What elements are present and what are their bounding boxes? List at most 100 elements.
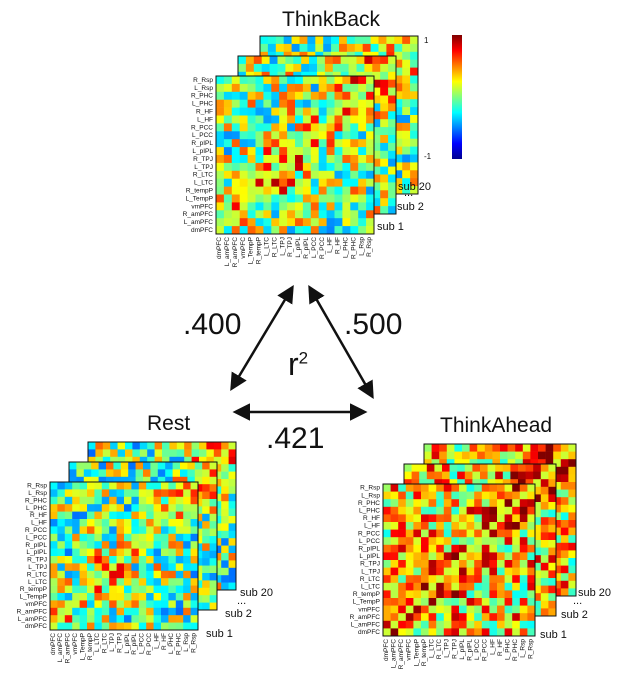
matrix-cell xyxy=(318,155,327,164)
y-tick-label: vmPFC xyxy=(358,606,380,613)
matrix-cell xyxy=(202,513,210,522)
x-tick-label: R_pIPL xyxy=(303,237,310,259)
matrix-cell xyxy=(358,115,367,124)
matrix-cell xyxy=(146,541,154,549)
matrix-cell xyxy=(405,567,414,576)
matrix-cell xyxy=(334,91,343,100)
matrix-cell xyxy=(474,598,483,606)
matrix-cell xyxy=(366,210,375,219)
matrix-cell xyxy=(146,526,154,535)
matrix-cell xyxy=(138,482,147,490)
x-tick-label: R_TPJ xyxy=(116,633,123,653)
matrix-cell xyxy=(342,162,351,172)
matrix-cell xyxy=(372,206,381,215)
matrix-cell xyxy=(527,537,536,546)
matrix-cell xyxy=(477,444,486,452)
matrix-cell xyxy=(116,541,125,549)
matrix-cell xyxy=(553,542,562,551)
matrix-cell xyxy=(553,527,562,536)
matrix-cell xyxy=(231,131,240,140)
matrix-cell xyxy=(518,464,526,472)
matrix-cell xyxy=(390,537,399,546)
matrix-cell xyxy=(271,76,280,85)
matrix-cell xyxy=(161,607,169,616)
matrix-cell xyxy=(190,482,199,490)
matrix-cell xyxy=(223,139,233,148)
matrix-cell xyxy=(216,210,225,219)
matrix-cell xyxy=(228,545,237,554)
matrix-cell xyxy=(183,585,191,594)
matrix-cell xyxy=(116,526,125,535)
matrix-cell xyxy=(190,541,199,549)
matrix-cell xyxy=(88,449,96,458)
matrix-cell xyxy=(87,585,95,594)
matrix-cell xyxy=(331,36,340,45)
matrix-cell xyxy=(326,155,335,164)
matrix-cell xyxy=(202,565,210,574)
matrix-cell xyxy=(436,590,445,599)
matrix-cell xyxy=(213,442,222,450)
matrix-cell xyxy=(443,620,452,629)
x-tick-label: L_LTC xyxy=(264,237,271,256)
matrix-cell xyxy=(560,482,569,490)
matrix-cell xyxy=(228,479,237,487)
matrix-cell xyxy=(334,147,343,156)
matrix-cell xyxy=(57,519,66,527)
matrix-cell xyxy=(228,501,237,509)
matrix-cell xyxy=(109,570,117,579)
matrix-cell xyxy=(64,593,73,601)
y-tick-label: R_LTC xyxy=(193,172,213,179)
matrix-cell xyxy=(402,43,411,53)
matrix-cell xyxy=(165,469,173,478)
matrix-cell xyxy=(175,578,184,586)
matrix-cell xyxy=(228,464,237,472)
matrix-cell xyxy=(190,533,199,542)
matrix-cell xyxy=(318,91,327,100)
y-tick-label: L_PCC xyxy=(192,132,213,139)
matrix-cell xyxy=(247,91,256,100)
matrix-cell xyxy=(228,493,237,502)
matrix-cell xyxy=(116,563,125,572)
matrix-cell xyxy=(293,56,302,65)
matrix-cell xyxy=(310,83,319,93)
matrix-cell xyxy=(255,170,264,179)
matrix-cell xyxy=(101,622,110,631)
matrix-cell xyxy=(279,91,288,100)
matrix-cell xyxy=(424,451,432,460)
matrix-cell xyxy=(216,76,225,85)
matrix-cell xyxy=(94,489,103,498)
y-tick-label: R_PCC xyxy=(191,124,213,131)
matrix-cell xyxy=(87,511,95,520)
x-tick-label: R_HF xyxy=(497,639,504,656)
matrix-cell xyxy=(194,528,203,537)
matrix-cell xyxy=(315,36,324,45)
matrix-cell xyxy=(175,615,184,623)
matrix-cell xyxy=(168,526,177,535)
matrix-cell xyxy=(57,600,66,609)
matrix-cell xyxy=(64,533,73,542)
matrix-cell xyxy=(466,529,475,538)
matrix-cell xyxy=(221,516,229,524)
matrix-cell xyxy=(302,83,312,93)
matrix-cell xyxy=(138,548,147,557)
matrix-border xyxy=(215,75,375,235)
stack-label: ... xyxy=(573,595,582,607)
matrix-cell xyxy=(101,548,110,557)
matrix-cell xyxy=(157,469,166,478)
matrix-cell xyxy=(101,570,110,579)
matrix-cell xyxy=(94,600,103,609)
matrix-cell xyxy=(394,154,403,163)
matrix-cell xyxy=(310,155,319,164)
matrix-cell xyxy=(109,607,117,616)
matrix-cell xyxy=(342,107,351,116)
matrix-cell xyxy=(263,178,272,187)
matrix-cell xyxy=(472,471,481,480)
matrix-cell xyxy=(247,202,256,211)
matrix-border xyxy=(382,483,536,637)
matrix-cell xyxy=(504,598,513,606)
matrix-cell xyxy=(302,76,312,85)
matrix-cell xyxy=(553,550,562,559)
matrix-cell xyxy=(109,600,117,609)
matrix-cell xyxy=(436,620,445,629)
matrix-cell xyxy=(187,476,196,485)
